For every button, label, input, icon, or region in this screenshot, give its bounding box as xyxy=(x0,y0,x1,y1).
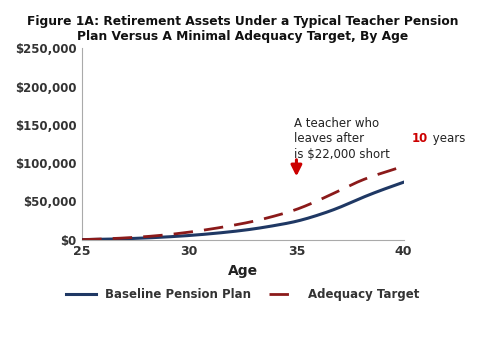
Text: 10: 10 xyxy=(410,132,426,145)
Text: years: years xyxy=(428,132,465,145)
Text: leaves after: leaves after xyxy=(294,132,367,145)
X-axis label: Age: Age xyxy=(227,264,257,278)
Title: Figure 1A: Retirement Assets Under a Typical Teacher Pension
Plan Versus A Minim: Figure 1A: Retirement Assets Under a Typ… xyxy=(27,15,458,43)
Text: A teacher who: A teacher who xyxy=(294,117,378,130)
Legend: Baseline Pension Plan, Adequacy Target: Baseline Pension Plan, Adequacy Target xyxy=(61,284,423,306)
Text: is $22,000 short: is $22,000 short xyxy=(294,148,389,161)
